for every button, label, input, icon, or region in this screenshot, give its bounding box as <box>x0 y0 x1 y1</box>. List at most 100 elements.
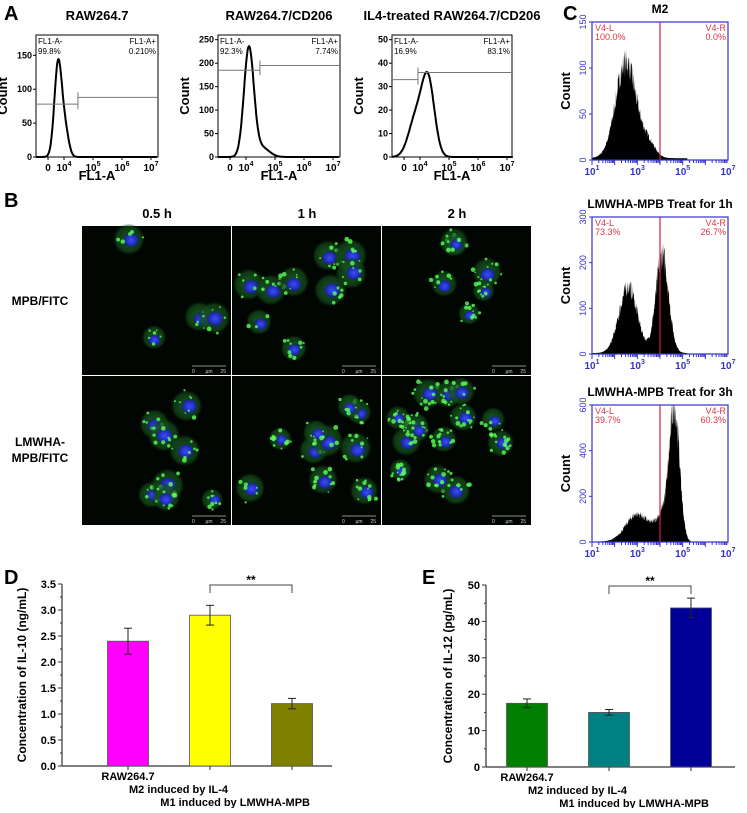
gate-right-value: 7.74% <box>315 47 338 56</box>
fitc-puncta <box>435 274 439 279</box>
fitc-puncta <box>120 239 126 244</box>
fitc-puncta <box>261 287 265 292</box>
fitc-puncta <box>488 420 493 425</box>
fitc-puncta <box>342 260 345 264</box>
gate-right-value: 26.7% <box>700 227 726 237</box>
fitc-puncta <box>360 446 363 449</box>
flow-histogram-A2: RAW264.7/CD206 FL1-A Count 0 50 100 150 200 250 0… <box>177 8 341 183</box>
fitc-puncta <box>357 277 362 282</box>
fitc-puncta <box>415 413 419 417</box>
fitc-puncta <box>313 479 318 484</box>
y-tick-label: 0.5 <box>41 735 56 747</box>
y-tick-label: 3.0 <box>41 605 56 617</box>
y-tick-label: 10 <box>468 726 480 738</box>
cell-nucleus <box>345 265 363 281</box>
column-header-2h: 2 h <box>448 206 467 221</box>
fitc-puncta <box>413 388 417 391</box>
scale-bar-unit: µm <box>505 519 512 525</box>
gate-left-label: V4-L <box>595 23 614 33</box>
fitc-puncta <box>210 501 215 507</box>
fitc-puncta <box>254 325 258 329</box>
fitc-puncta <box>470 315 474 320</box>
fitc-puncta <box>488 278 493 282</box>
fitc-puncta <box>501 429 504 431</box>
chart-title: RAW264.7 <box>66 8 129 23</box>
fitc-puncta <box>156 477 160 481</box>
panel-label-c: C <box>563 3 577 25</box>
fitc-puncta <box>449 441 452 444</box>
scale-bar-label-start: 0 <box>492 369 495 375</box>
fitc-puncta <box>387 419 390 422</box>
fitc-puncta <box>401 420 405 424</box>
fitc-puncta <box>462 392 466 396</box>
fitc-puncta <box>159 335 162 338</box>
x-tick-label: M2 induced by IL-4 <box>528 785 628 797</box>
y-axis-label: Count <box>177 77 192 115</box>
fitc-puncta <box>503 435 507 439</box>
x-tick-label-exponent: 4 <box>424 161 428 168</box>
fitc-puncta <box>456 483 461 488</box>
fitc-puncta <box>244 501 247 504</box>
fitc-puncta <box>334 440 339 446</box>
fitc-puncta <box>494 434 498 438</box>
x-tick-label: 107 <box>720 165 735 178</box>
gate-left-value: 16.9% <box>394 47 417 56</box>
fitc-puncta <box>310 467 315 472</box>
fitc-puncta <box>289 440 292 443</box>
y-tick-label: 2.5 <box>41 631 56 643</box>
fitc-puncta <box>481 294 485 298</box>
histogram-curve <box>391 71 513 158</box>
fitc-puncta <box>357 486 363 491</box>
fitc-puncta <box>162 504 165 507</box>
fitc-puncta <box>350 260 355 266</box>
cell-nucleus <box>322 281 342 299</box>
fitc-puncta <box>399 462 404 468</box>
cell-nucleus <box>158 492 175 507</box>
x-tick-label-exponent: 7 <box>155 161 159 168</box>
fitc-puncta <box>160 426 166 431</box>
fitc-puncta <box>211 490 214 493</box>
fitc-puncta <box>328 475 332 479</box>
y-tick-label: 50 <box>378 35 388 45</box>
cell-nucleus <box>454 385 471 401</box>
fitc-puncta <box>501 450 506 455</box>
fitc-puncta <box>327 491 330 493</box>
y-tick-label: 100 <box>578 301 588 316</box>
scale-bar-label-end: 25 <box>370 369 376 375</box>
fitc-puncta <box>240 295 244 299</box>
fitc-puncta <box>450 478 454 482</box>
column-header-1h: 1 h <box>298 206 317 221</box>
fitc-puncta <box>187 409 190 412</box>
fitc-puncta <box>292 268 295 271</box>
x-tick-label: 105 <box>675 547 690 560</box>
y-axis-label: Count <box>558 72 573 110</box>
scale-bar-label-end: 25 <box>220 519 226 525</box>
fitc-puncta <box>348 433 352 438</box>
y-tick-label: 3.5 <box>41 579 56 591</box>
fitc-puncta <box>346 412 348 415</box>
x-tick-label: 104 <box>56 161 71 174</box>
fitc-puncta <box>441 270 444 274</box>
fitc-puncta <box>465 301 469 306</box>
x-tick-label-exponent: 5 <box>686 547 690 554</box>
fitc-puncta <box>146 411 150 415</box>
fitc-puncta <box>338 397 342 402</box>
fitc-puncta <box>243 485 248 490</box>
fitc-puncta <box>183 455 187 460</box>
fitc-puncta <box>470 267 476 272</box>
fitc-puncta <box>455 420 461 426</box>
fitc-puncta <box>445 234 449 238</box>
fitc-puncta <box>446 431 450 434</box>
x-tick-label: 107 <box>325 161 340 174</box>
fitc-puncta <box>355 478 359 482</box>
fitc-puncta <box>211 308 214 311</box>
fitc-puncta <box>429 385 434 390</box>
fitc-puncta <box>446 240 450 244</box>
fitc-puncta <box>145 495 149 499</box>
gate-right-value: 0.0% <box>705 32 726 42</box>
fitc-puncta <box>464 305 469 310</box>
fitc-puncta <box>184 412 187 414</box>
fitc-puncta <box>353 249 357 253</box>
gate-left-value: 92.3% <box>220 47 243 56</box>
